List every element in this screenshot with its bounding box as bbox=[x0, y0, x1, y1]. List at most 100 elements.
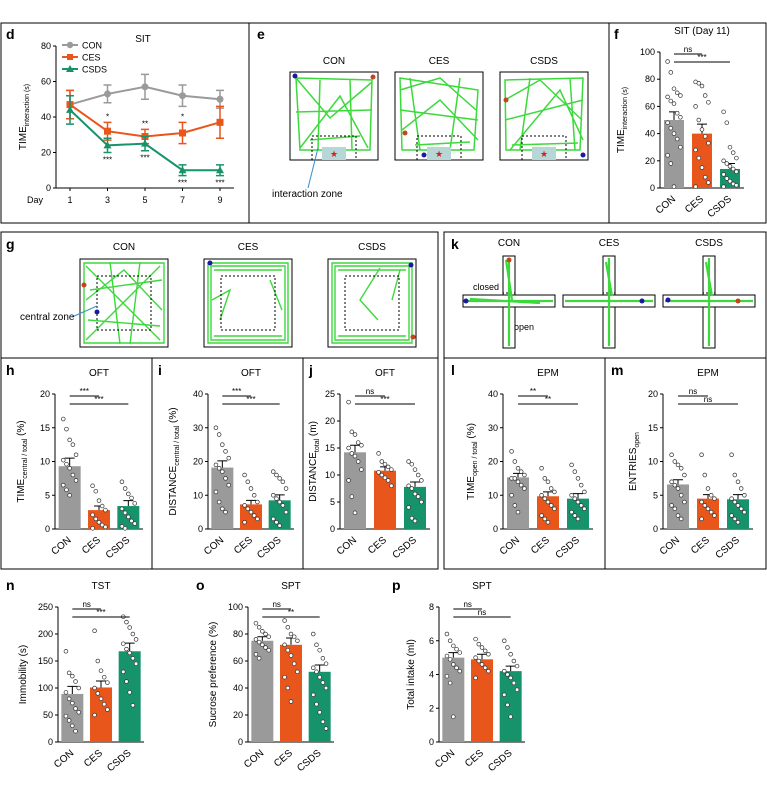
data-point bbox=[742, 493, 747, 498]
data-point bbox=[415, 494, 421, 499]
y-axis-label: DISTANCEcentral / total (%) bbox=[168, 407, 181, 515]
data-point bbox=[729, 513, 734, 518]
y-tick-label: 0 bbox=[46, 183, 51, 193]
chart-title: OFT bbox=[89, 368, 109, 379]
data-point bbox=[70, 673, 75, 679]
data-point bbox=[376, 451, 381, 456]
y-tick-label: 20 bbox=[41, 148, 51, 158]
data-point bbox=[124, 619, 129, 625]
error-bar bbox=[124, 642, 135, 652]
data-point bbox=[738, 486, 744, 491]
chart-f-sit-day11: SIT (Day 11) 0 20 40 60 80 100 TIMEinteraction … bbox=[616, 26, 744, 220]
bar-con bbox=[58, 466, 81, 529]
data-point bbox=[277, 476, 282, 481]
data-point bbox=[226, 482, 231, 488]
data-point bbox=[127, 650, 132, 656]
data-point bbox=[735, 519, 741, 525]
sig-label: ns bbox=[704, 395, 712, 404]
bar-con bbox=[251, 640, 274, 742]
svg-text:★: ★ bbox=[540, 149, 548, 159]
y-axis-label: TIMEopen / total (%) bbox=[466, 423, 479, 500]
data-point bbox=[90, 483, 95, 489]
data-point bbox=[669, 452, 674, 458]
x-tick-label: CSDS bbox=[295, 748, 324, 774]
data-point bbox=[90, 512, 95, 518]
data-point bbox=[255, 499, 260, 505]
y-tick-label: 15 bbox=[325, 443, 335, 453]
error-bar bbox=[246, 499, 256, 505]
data-point bbox=[99, 522, 105, 528]
data-point bbox=[119, 524, 125, 529]
data-point bbox=[479, 645, 485, 650]
error-bar bbox=[477, 653, 487, 660]
x-tick-label: CES bbox=[683, 194, 706, 216]
y-tick-label: 5 bbox=[653, 490, 658, 500]
data-point bbox=[317, 710, 322, 715]
data-point bbox=[724, 161, 730, 166]
data-point bbox=[129, 495, 134, 501]
data-point bbox=[476, 658, 482, 664]
data-point bbox=[251, 493, 257, 498]
data-point bbox=[514, 663, 520, 669]
sig-label: ns bbox=[478, 608, 486, 617]
panel-letter-p: p bbox=[392, 577, 401, 593]
data-point bbox=[119, 506, 125, 512]
data-point bbox=[705, 486, 711, 491]
chart-title: SIT (Day 11) bbox=[674, 26, 730, 37]
data-point bbox=[132, 521, 137, 526]
data-point bbox=[509, 493, 514, 498]
bar-con bbox=[61, 693, 84, 742]
sig-label: *** bbox=[232, 387, 241, 396]
data-point bbox=[735, 479, 741, 485]
x-tick-label: CSDS bbox=[391, 535, 420, 561]
data-point bbox=[578, 482, 584, 488]
data-point bbox=[355, 440, 361, 445]
data-point bbox=[66, 670, 72, 676]
legend-label: CES bbox=[82, 53, 101, 63]
sig-label-ces: * bbox=[181, 112, 184, 121]
data-point bbox=[702, 503, 708, 508]
data-point bbox=[669, 503, 674, 508]
data-point bbox=[515, 479, 521, 485]
data-point bbox=[92, 712, 97, 718]
y-tick-label: 250 bbox=[38, 602, 53, 612]
data-point bbox=[64, 426, 69, 432]
data-point bbox=[126, 514, 131, 520]
data-point bbox=[129, 518, 134, 524]
chart-l-epm-time: EPM 0 10 20 30 40 TIMEopen / total (%) CON CES CS… bbox=[466, 368, 593, 561]
data-point bbox=[675, 462, 681, 468]
data-point bbox=[73, 679, 78, 684]
data-point bbox=[274, 496, 279, 501]
data-point bbox=[295, 638, 300, 643]
bar-ces bbox=[90, 687, 112, 742]
data-point bbox=[355, 459, 361, 464]
y-tick-label: 20 bbox=[193, 457, 203, 467]
sig-label: *** bbox=[96, 608, 105, 617]
data-point bbox=[712, 496, 717, 501]
sig-label: ns bbox=[366, 387, 374, 396]
data-point bbox=[569, 493, 574, 498]
data-point bbox=[724, 176, 730, 181]
data-point bbox=[70, 700, 75, 706]
arena-g-csds bbox=[327, 258, 417, 348]
data-point bbox=[675, 513, 681, 518]
arena-g-con bbox=[79, 258, 169, 348]
data-point bbox=[67, 493, 72, 498]
y-tick-label: 150 bbox=[38, 656, 53, 666]
data-point bbox=[66, 718, 72, 723]
data-point bbox=[124, 679, 129, 684]
y-tick-label: 5 bbox=[45, 490, 50, 500]
x-tick-label: CON bbox=[242, 748, 266, 771]
bar-con bbox=[664, 120, 684, 188]
panel-g-tracks: CON CES CSDS central zone bbox=[20, 242, 417, 348]
data-point bbox=[266, 647, 271, 653]
x-tick-label: CSDS bbox=[105, 748, 134, 774]
data-point bbox=[668, 161, 674, 166]
y-tick-label: 10 bbox=[488, 490, 498, 500]
svg-text:★: ★ bbox=[330, 149, 338, 159]
data-point bbox=[693, 104, 698, 109]
data-point bbox=[668, 125, 674, 131]
data-point bbox=[705, 506, 711, 512]
y-tick-label: 60 bbox=[41, 77, 51, 87]
bar-con bbox=[442, 657, 465, 742]
